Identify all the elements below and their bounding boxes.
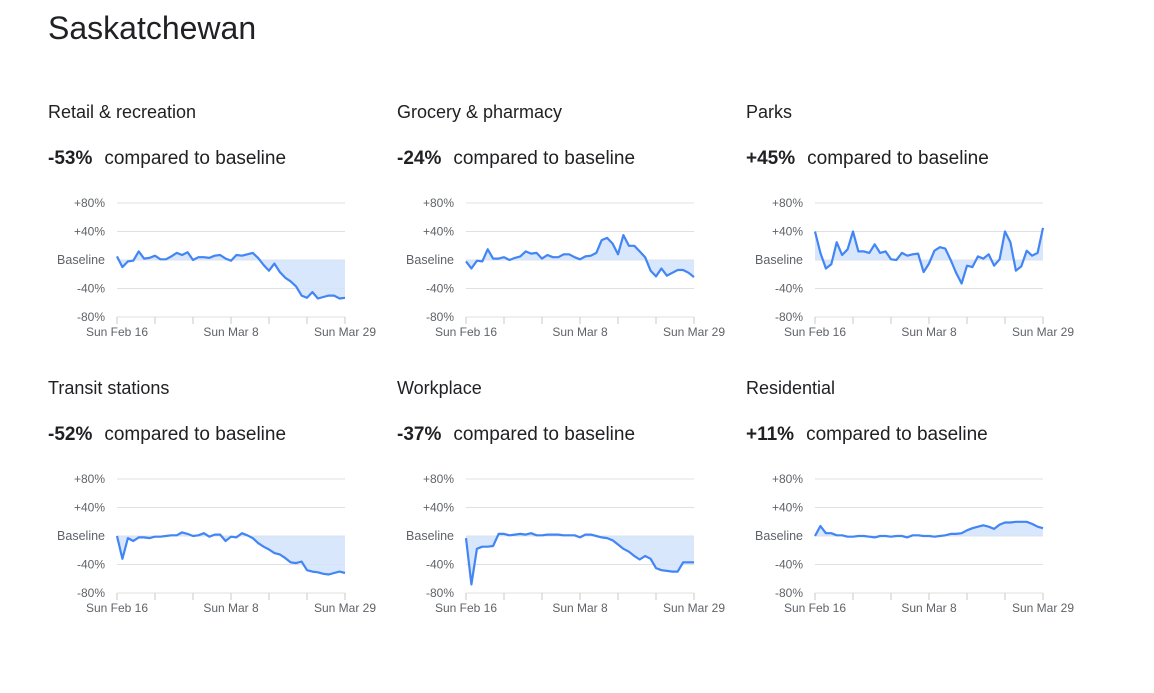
y-tick-label: -80%: [775, 586, 803, 600]
y-tick-label: +80%: [74, 196, 105, 210]
mobility-line: [813, 227, 1045, 285]
y-tick-label: -40%: [775, 282, 803, 296]
category-title: Parks: [746, 102, 793, 122]
comparison-label: compared to baseline: [104, 148, 287, 169]
headline-change: -37% compared to baseline: [397, 422, 635, 448]
y-tick-label: +80%: [772, 472, 803, 486]
percent-change: -53%: [48, 148, 93, 169]
category-title: Grocery & pharmacy: [397, 102, 563, 122]
y-tick-label: +40%: [423, 225, 454, 239]
y-tick-label: -40%: [426, 282, 454, 296]
y-tick-label: -80%: [426, 310, 454, 324]
comparison-label: compared to baseline: [453, 424, 636, 445]
x-tick-label: Sun Mar 29: [314, 325, 376, 339]
x-tick-label: Sun Mar 29: [663, 601, 725, 615]
baseline-difference-area: [117, 251, 345, 299]
y-tick-label: +80%: [772, 196, 803, 210]
line-chart: +80% +40% Baseline -40% -80%Sun Feb 16 Sun Ma…: [406, 196, 725, 339]
mobility-card: Workplace -37% compared to baseline +80% +4…: [397, 376, 737, 616]
y-tick-label: -40%: [426, 558, 454, 572]
mobility-line: [116, 250, 346, 300]
x-tick-label: Sun Mar 8: [901, 601, 957, 615]
mobility-card: Grocery & pharmacy -24% compared to basel…: [397, 100, 737, 340]
percent-change: +11%: [746, 424, 795, 445]
comparison-label: compared to baseline: [453, 148, 636, 169]
x-tick-label: Sun Mar 8: [552, 601, 608, 615]
baseline-difference-area: [466, 533, 694, 585]
comparison-label: compared to baseline: [806, 424, 988, 445]
category-title: Workplace: [397, 378, 482, 398]
headline-change: -52% compared to baseline: [48, 422, 286, 448]
y-tick-label: +40%: [423, 501, 454, 515]
line-chart: +80% +40% Baseline -40% -80%Sun Feb 16 Sun Ma…: [755, 472, 1074, 615]
y-tick-label: +40%: [772, 225, 803, 239]
y-tick-label: +40%: [74, 225, 105, 239]
y-tick-label: -40%: [77, 558, 105, 572]
category-title: Retail & recreation: [48, 102, 197, 122]
y-tick-label: -80%: [775, 310, 803, 324]
mobility-line: [464, 532, 694, 586]
y-tick-label: Baseline: [406, 253, 454, 267]
headline-change: +45% compared to baseline: [746, 146, 989, 172]
percent-change: +45%: [746, 148, 796, 169]
y-tick-label: +80%: [423, 472, 454, 486]
x-tick-label: Sun Mar 29: [663, 325, 725, 339]
x-tick-label: Sun Mar 29: [1012, 601, 1074, 615]
headline-change: -53% compared to baseline: [48, 146, 286, 172]
x-tick-label: Sun Mar 8: [901, 325, 957, 339]
percent-change: -24%: [397, 148, 442, 169]
y-tick-label: -40%: [775, 558, 803, 572]
line-chart: +80% +40% Baseline -40% -80%Sun Feb 16 Sun Ma…: [57, 196, 376, 339]
y-tick-label: Baseline: [755, 529, 803, 543]
x-tick-label: Sun Mar 8: [203, 601, 259, 615]
baseline-difference-area: [815, 227, 1043, 284]
y-tick-label: +40%: [772, 501, 803, 515]
x-tick-label: Sun Feb 16: [435, 325, 497, 339]
y-tick-label: -80%: [77, 586, 105, 600]
line-chart: +80% +40% Baseline -40% -80%Sun Feb 16 Sun Ma…: [406, 472, 725, 615]
line-chart: +80% +40% Baseline -40% -80%Sun Feb 16 Sun Ma…: [57, 472, 376, 615]
category-title: Transit stations: [48, 378, 170, 398]
x-tick-label: Sun Feb 16: [784, 325, 846, 339]
x-tick-label: Sun Mar 29: [314, 601, 376, 615]
comparison-label: compared to baseline: [807, 148, 989, 169]
percent-change: -37%: [397, 424, 442, 445]
mobility-card: Retail & recreation -53% compared to base…: [48, 100, 388, 340]
baseline-difference-area: [117, 532, 345, 575]
y-tick-label: +80%: [74, 472, 105, 486]
mobility-card: Transit stations -52% compared to baselin…: [48, 376, 388, 616]
y-tick-label: +80%: [423, 196, 454, 210]
headline-change: -24% compared to baseline: [397, 146, 635, 172]
y-tick-label: Baseline: [57, 529, 105, 543]
category-title: Residential: [746, 378, 836, 398]
line-chart: +80% +40% Baseline -40% -80%Sun Feb 16 Sun Ma…: [755, 196, 1074, 339]
baseline-difference-area: [815, 521, 1043, 538]
y-tick-label: -40%: [77, 282, 105, 296]
y-tick-label: -80%: [426, 586, 454, 600]
y-tick-label: Baseline: [406, 529, 454, 543]
page-title: Saskatchewan: [48, 10, 257, 46]
x-tick-label: Sun Feb 16: [784, 601, 846, 615]
x-tick-label: Sun Feb 16: [435, 601, 497, 615]
x-tick-label: Sun Mar 8: [552, 325, 608, 339]
percent-change: -52%: [48, 424, 93, 445]
headline-change: +11% compared to baseline: [746, 422, 988, 448]
y-tick-label: Baseline: [755, 253, 803, 267]
x-tick-label: Sun Feb 16: [86, 601, 148, 615]
y-tick-label: -80%: [77, 310, 105, 324]
mobility-card: Residential +11% compared to baseline +80%…: [746, 376, 1086, 616]
mobility-line: [115, 531, 346, 576]
comparison-label: compared to baseline: [104, 424, 287, 445]
y-tick-label: Baseline: [57, 253, 105, 267]
mobility-line: [465, 233, 695, 278]
mobility-card: Parks +45% compared to baseline +80% +40% Ba…: [746, 100, 1086, 340]
mobility-line: [814, 520, 1044, 539]
y-tick-label: +40%: [74, 501, 105, 515]
x-tick-label: Sun Mar 29: [1012, 325, 1074, 339]
x-tick-label: Sun Mar 8: [203, 325, 259, 339]
x-tick-label: Sun Feb 16: [86, 325, 148, 339]
